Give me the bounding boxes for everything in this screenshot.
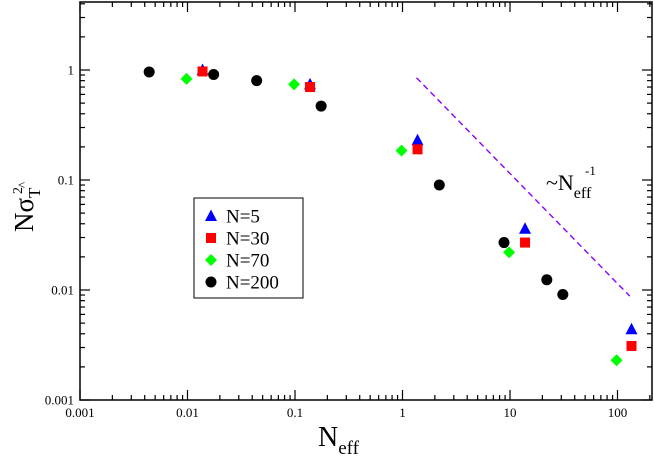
svg-text:Neff: Neff [318,422,360,459]
reference-line [416,77,631,297]
x-tick-label: 0.01 [176,405,199,420]
x-tick-label: 100 [608,405,628,420]
data-point-n-5-triangle [625,322,638,335]
data-point-n-200-circle [251,75,263,87]
legend-marker-n-200-circle [205,276,217,288]
y-tick-label: 0.1 [58,173,74,188]
y-title-sigma: σ [9,198,39,213]
data-point-n-30-square [520,237,531,248]
x-tick-label: 10 [504,405,517,420]
legend-label-n-5: N=5 [226,207,260,228]
plot-frame [79,1,653,401]
legend-marker-n-30-square [206,233,216,243]
legend: N=5N=30N=70N=200 [193,197,304,299]
y-title-sup: 2 [11,187,26,194]
legend-marker-n-70-diamond [205,254,217,266]
data-point-n-200-circle [557,289,569,301]
x-axis-title: Neff [318,422,360,459]
data-point-n-200-circle [208,69,220,81]
legend-label-n-30: N=30 [226,229,269,250]
y-tick-label: 1 [68,63,75,78]
data-point-n-30-square [197,66,208,77]
data-point-n-70-diamond [180,72,193,85]
x-tick-label: 0.001 [65,405,94,420]
x-tick-label: 0.1 [287,405,303,420]
legend-marker-n-5-triangle [205,209,217,221]
y-axis-title: NσT 2 ^ [9,182,44,232]
x-title-sub: eff [338,438,359,459]
data-point-n-70-diamond [503,246,516,259]
y-title-sub: T [25,187,44,198]
legend-label-n-70: N=70 [226,251,269,272]
data-point-n-70-diamond [288,78,301,91]
data-point-n-5-triangle [411,133,424,146]
data-point-n-200-circle [315,100,327,112]
svg-text:~Neff: ~Neff [546,170,592,202]
data-point-n-30-square [412,144,423,155]
annotation-prefix: ~N [546,170,574,195]
y-title-hat: ^ [15,182,30,188]
data-point-n-70-diamond [610,354,623,367]
x-tick-label: 1 [399,405,406,420]
data-point-n-200-circle [498,237,510,249]
data-point-n-200-circle [433,179,445,191]
x-title-main: N [318,422,338,453]
data-point-n-30-square [305,82,316,93]
data-point-n-30-square [626,340,637,351]
data-point-n-70-diamond [395,144,408,157]
annotation-sup: -1 [585,163,596,178]
y-title-main: N [9,213,39,233]
svg-text:NσT: NσT [9,187,44,232]
data-point-n-200-circle [143,66,155,78]
reference-annotation: ~Neff -1 [546,163,596,202]
y-tick-label: 0.01 [51,283,74,298]
data-point-n-5-triangle [519,222,532,234]
annotation-sub: eff [574,185,592,202]
data-point-n-200-circle [541,274,553,286]
y-tick-label: 0.001 [45,393,74,408]
legend-label-n-200: N=200 [226,273,279,294]
